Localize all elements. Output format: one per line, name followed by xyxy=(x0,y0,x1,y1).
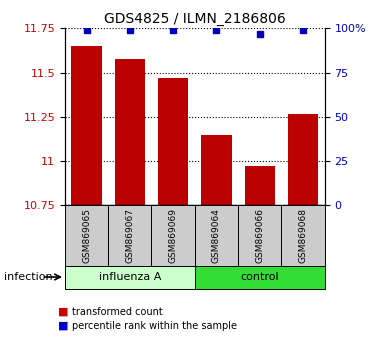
Text: GSM869064: GSM869064 xyxy=(212,208,221,263)
Bar xyxy=(108,205,151,266)
Bar xyxy=(281,205,325,266)
Bar xyxy=(195,266,325,289)
Bar xyxy=(72,46,102,205)
Text: ■: ■ xyxy=(58,321,68,331)
Bar xyxy=(65,205,108,266)
Bar xyxy=(65,266,195,289)
Text: percentile rank within the sample: percentile rank within the sample xyxy=(72,321,237,331)
Bar xyxy=(238,205,281,266)
Text: GSM869069: GSM869069 xyxy=(169,208,178,263)
Bar xyxy=(151,205,195,266)
Text: control: control xyxy=(240,272,279,282)
Text: transformed count: transformed count xyxy=(72,307,163,316)
Text: infection: infection xyxy=(4,272,52,282)
Title: GDS4825 / ILMN_2186806: GDS4825 / ILMN_2186806 xyxy=(104,12,286,26)
Text: GSM869065: GSM869065 xyxy=(82,208,91,263)
Bar xyxy=(201,135,232,205)
Bar xyxy=(244,166,275,205)
Bar xyxy=(195,205,238,266)
Text: GSM869068: GSM869068 xyxy=(299,208,308,263)
Text: influenza A: influenza A xyxy=(99,272,161,282)
Text: ■: ■ xyxy=(58,307,68,316)
Text: GSM869067: GSM869067 xyxy=(125,208,134,263)
Text: GSM869066: GSM869066 xyxy=(255,208,264,263)
Bar xyxy=(115,59,145,205)
Bar xyxy=(288,114,318,205)
Bar xyxy=(158,78,188,205)
